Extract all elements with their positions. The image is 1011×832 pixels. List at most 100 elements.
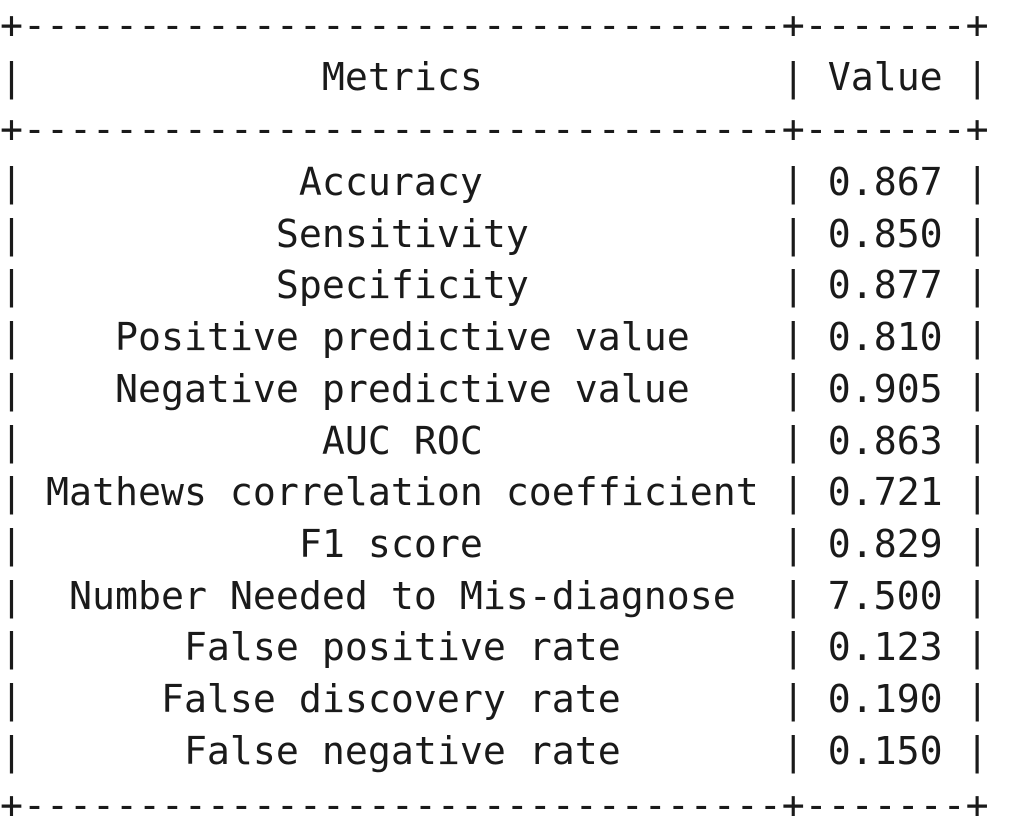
column-separator: |: [0, 161, 23, 205]
value-cell: 0.150: [805, 730, 966, 774]
column-separator: |: [781, 161, 805, 205]
column-separator: |: [0, 729, 23, 774]
metric-label: Number Needed to Mis-diagnose: [68, 574, 736, 619]
column-separator: |: [965, 678, 989, 722]
table-row: | Accuracy | 0.867 |: [0, 157, 1011, 209]
column-separator: |: [781, 419, 805, 464]
column-separator: |: [0, 471, 23, 516]
value-label: 0.829: [827, 522, 943, 567]
metric-cell: Specificity: [23, 264, 782, 308]
table-top-border: +---------------------------------+-----…: [0, 4, 989, 48]
column-separator: |: [0, 522, 23, 567]
metric-label: F1 score: [298, 522, 483, 567]
column-separator: |: [0, 678, 23, 722]
column-separator: |: [781, 316, 805, 361]
column-separator: |: [781, 56, 805, 100]
column-separator: |: [0, 626, 23, 671]
column-separator: |: [965, 212, 989, 257]
column-separator: |: [965, 626, 989, 671]
table-row: | Mathews correlation coefficient | 0.72…: [0, 467, 1011, 519]
column-separator: |: [781, 367, 805, 412]
value-cell: 0.905: [805, 368, 966, 412]
column-separator: |: [0, 316, 23, 361]
value-label: 0.877: [827, 264, 943, 309]
column-separator: |: [965, 729, 989, 774]
metric-cell: False positive rate: [23, 626, 782, 670]
table-row: | Positive predictive value | 0.810 |: [0, 312, 1011, 364]
table-header-row: | Metrics | Value |: [0, 52, 1011, 104]
column-separator: |: [965, 419, 989, 464]
value-label: 0.190: [827, 678, 943, 722]
column-separator: |: [965, 56, 989, 100]
column-separator: |: [965, 316, 989, 361]
metric-label: Accuracy: [298, 161, 483, 205]
metric-cell: Accuracy: [23, 161, 782, 205]
metric-label: Specificity: [275, 264, 529, 309]
table-row: | Negative predictive value | 0.905 |: [0, 364, 1011, 416]
value-label: 0.721: [827, 471, 943, 516]
table-row: | Number Needed to Mis-diagnose | 7.500 …: [0, 571, 1011, 623]
table-row: | False negative rate | 0.150 |: [0, 726, 1011, 778]
value-cell: 7.500: [805, 575, 966, 619]
column-separator: |: [0, 574, 23, 619]
value-label: 0.867: [827, 161, 943, 205]
metric-label: Negative predictive value: [114, 367, 690, 412]
column-separator: |: [781, 212, 805, 257]
metric-label: Metrics: [321, 56, 483, 100]
column-separator: |: [965, 161, 989, 205]
table-row: | Specificity | 0.877 |: [0, 260, 1011, 312]
metric-cell: Positive predictive value: [23, 316, 782, 360]
value-cell: 0.190: [805, 678, 966, 722]
column-separator: |: [965, 574, 989, 619]
column-separator: |: [965, 471, 989, 516]
value-cell: 0.863: [805, 420, 966, 464]
value-label: 0.123: [827, 626, 943, 671]
column-separator: |: [0, 212, 23, 257]
column-separator: |: [781, 574, 805, 619]
metric-label: Mathews correlation coefficient: [46, 471, 759, 516]
table-row: | F1 score | 0.829 |: [0, 519, 1011, 571]
value-cell: 0.721: [805, 471, 966, 515]
metric-cell: Negative predictive value: [23, 368, 782, 412]
table-row: | Sensitivity | 0.850 |: [0, 209, 1011, 261]
table-row: | False positive rate | 0.123 |: [0, 622, 1011, 674]
metric-label: Positive predictive value: [114, 316, 690, 361]
metric-cell: False discovery rate: [23, 678, 782, 722]
column-separator: |: [781, 522, 805, 567]
metric-cell: Number Needed to Mis-diagnose: [23, 575, 782, 619]
column-separator: |: [965, 264, 989, 309]
value-label: 7.500: [827, 574, 943, 619]
metric-cell: False negative rate: [23, 730, 782, 774]
value-label: 0.850: [827, 212, 943, 257]
metric-cell: Mathews correlation coefficient: [23, 471, 782, 515]
column-separator: |: [0, 264, 23, 309]
column-separator: |: [781, 264, 805, 309]
metric-label: AUC ROC: [321, 419, 483, 464]
value-cell: 0.810: [805, 316, 966, 360]
column-separator: |: [781, 471, 805, 516]
value-cell: 0.123: [805, 626, 966, 670]
value-label: 0.810: [827, 316, 943, 361]
table-row: | False discovery rate | 0.190 |: [0, 674, 1011, 726]
value-cell: 0.867: [805, 161, 966, 205]
metric-label: Sensitivity: [275, 212, 529, 257]
metric-cell: Metrics: [23, 56, 782, 100]
column-separator: |: [0, 56, 23, 100]
value-label: 0.905: [827, 367, 943, 412]
metric-cell: F1 score: [23, 523, 782, 567]
table-row: | AUC ROC | 0.863 |: [0, 416, 1011, 468]
value-cell: Value: [805, 56, 966, 100]
metric-label: False negative rate: [183, 729, 621, 774]
column-separator: |: [781, 678, 805, 722]
column-separator: |: [0, 367, 23, 412]
value-label: 0.863: [827, 419, 943, 464]
column-separator: |: [781, 626, 805, 671]
column-separator: |: [965, 522, 989, 567]
metric-cell: Sensitivity: [23, 213, 782, 257]
value-label: Value: [827, 56, 943, 100]
column-separator: |: [965, 367, 989, 412]
column-separator: |: [781, 729, 805, 774]
value-cell: 0.877: [805, 264, 966, 308]
table-bottom-border: +---------------------------------+-----…: [0, 784, 989, 828]
